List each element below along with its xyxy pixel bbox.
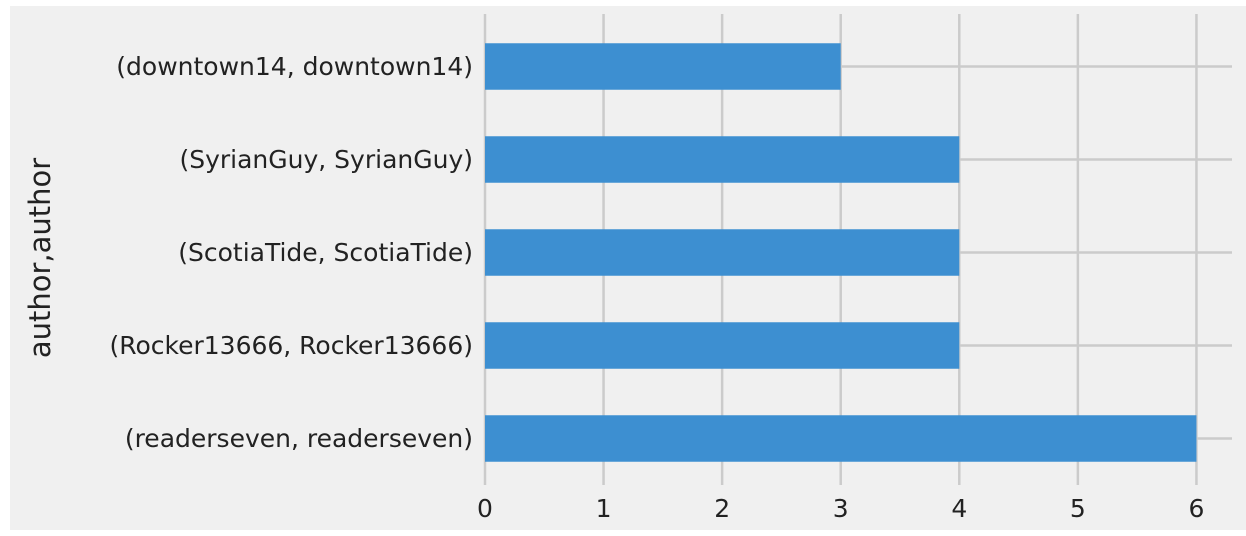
y-tick-label-0: (readerseven, readerseven) [125, 424, 473, 453]
x-tick-label-6: 6 [1188, 494, 1204, 523]
y-tick-labels: (readerseven, readerseven) (Rocker13666, … [109, 52, 473, 453]
x-tick-label-3: 3 [833, 494, 849, 523]
bar-2 [485, 229, 960, 276]
x-tick-labels: 0 1 2 3 4 5 6 [477, 494, 1204, 523]
x-tick-label-5: 5 [1070, 494, 1086, 523]
y-tick-label-1: (Rocker13666, Rocker13666) [109, 331, 473, 360]
y-tick-label-2: (ScotiaTide, ScotiaTide) [178, 238, 473, 267]
x-tick-label-1: 1 [596, 494, 612, 523]
y-tick-label-4: (downtown14, downtown14) [116, 52, 473, 81]
x-tick-label-0: 0 [477, 494, 493, 523]
y-tick-label-3: (SyrianGuy, SyrianGuy) [179, 145, 473, 174]
bar-1 [485, 322, 960, 369]
bar-4 [485, 43, 841, 90]
x-tick-label-4: 4 [951, 494, 967, 523]
bars [485, 43, 1197, 462]
y-axis-label: author,author [23, 158, 57, 358]
bar-3 [485, 136, 960, 183]
bar-0 [485, 415, 1197, 462]
x-tick-label-2: 2 [714, 494, 730, 523]
